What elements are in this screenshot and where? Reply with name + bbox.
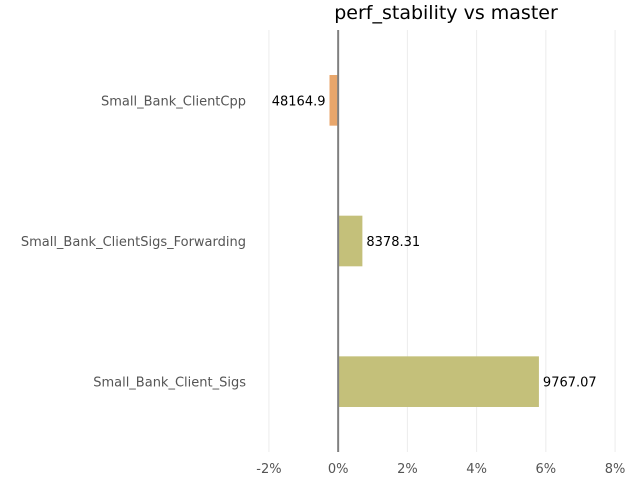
category-label: Small_Bank_ClientSigs_Forwarding — [21, 235, 246, 250]
x-tick-label: 0% — [328, 462, 349, 477]
category-label: Small_Bank_ClientCpp — [101, 94, 246, 109]
x-tick-label: 2% — [397, 462, 418, 477]
labels: -2% 0% 2% 4% 6% 8% Small_Bank_ClientCpp 48164.9… — [21, 94, 626, 477]
data-label: 8378.31 — [366, 235, 420, 250]
data-label: 48164.9 — [272, 94, 326, 109]
data-label: 9767.07 — [543, 376, 597, 391]
bar — [338, 356, 539, 407]
category-label: Small_Bank_Client_Sigs — [93, 376, 246, 391]
x-tick-label: 6% — [536, 462, 557, 477]
x-tick-label: 4% — [466, 462, 487, 477]
bar — [338, 215, 363, 267]
bar — [329, 75, 339, 126]
x-tick-label: 8% — [605, 462, 626, 477]
bars — [329, 75, 539, 407]
x-tick-label: -2% — [256, 462, 281, 477]
chart-title: perf_stability vs master — [334, 2, 558, 24]
